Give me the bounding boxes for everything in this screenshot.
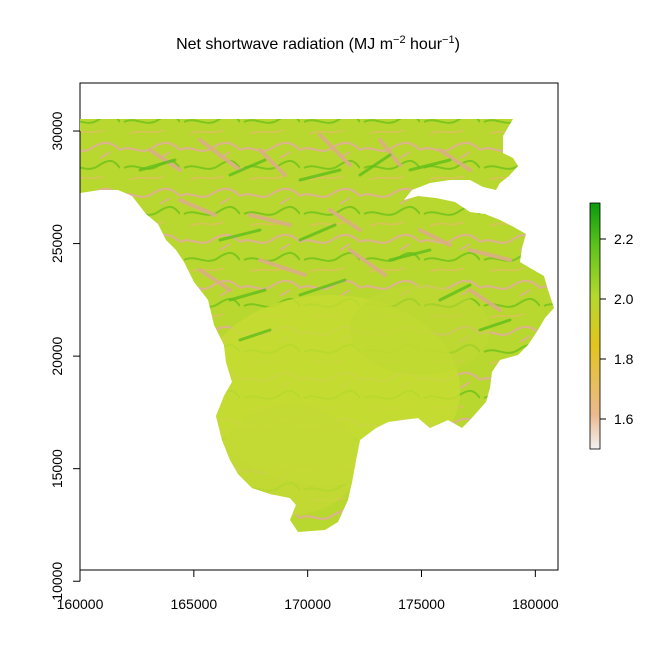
- legend-tick-label: 1.6: [614, 411, 634, 427]
- legend-tick-label: 2.0: [614, 291, 634, 307]
- legend-tick-label: 2.2: [614, 231, 634, 247]
- y-axis: 10000 15000 20000 25000 30000: [49, 111, 81, 601]
- x-tick-label: 160000: [57, 596, 104, 612]
- y-tick-label: 15000: [49, 449, 65, 488]
- legend-tick-label: 1.8: [614, 351, 634, 367]
- southern-lowland: [220, 405, 360, 515]
- y-tick-label: 10000: [49, 562, 65, 601]
- x-tick-label: 175000: [398, 596, 445, 612]
- legend: 1.6 1.8 2.0 2.2: [589, 202, 634, 450]
- x-tick-label: 165000: [170, 596, 217, 612]
- x-tick-label: 170000: [284, 596, 331, 612]
- x-tick-label: 180000: [512, 596, 559, 612]
- eastern-lowland: [350, 285, 490, 375]
- land-raster: [80, 119, 554, 532]
- y-tick-label: 30000: [49, 111, 65, 150]
- legend-colorbar: [589, 202, 601, 450]
- x-axis: 160000 165000 170000 175000 180000: [57, 569, 559, 612]
- map-title: Net shortwave radiation (MJ m−2 hour−1): [176, 34, 460, 53]
- y-tick-label: 25000: [49, 224, 65, 263]
- shaded-slopes: [148, 133, 512, 312]
- y-tick-label: 20000: [49, 336, 65, 375]
- sunlit-slopes: [138, 153, 512, 342]
